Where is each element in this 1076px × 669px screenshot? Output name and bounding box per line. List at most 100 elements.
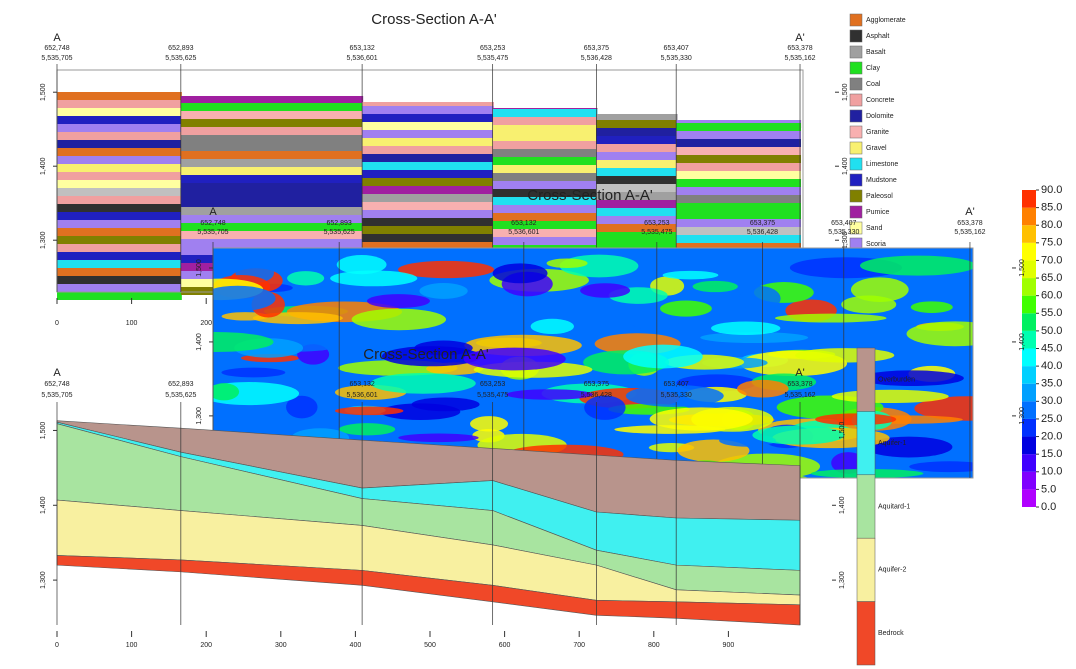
rock-band <box>57 276 182 284</box>
rock-band <box>596 232 678 240</box>
rock-band <box>362 194 494 202</box>
rock-band <box>676 243 802 251</box>
contour-blob <box>414 340 473 356</box>
x-tick-label: 0 <box>55 642 59 649</box>
x-tick-label: 100 <box>126 320 138 327</box>
panel-title: Cross-Section A-A' <box>363 346 489 363</box>
legend-label: Concrete <box>866 97 895 104</box>
rock-band <box>596 120 678 128</box>
contour-blob <box>221 367 286 378</box>
contour-blob <box>629 311 680 331</box>
contour-blob <box>492 263 548 284</box>
rock-band <box>676 211 802 219</box>
contour-blob <box>660 300 712 317</box>
rock-band <box>596 144 678 152</box>
well-easting: 653,407 <box>664 381 689 388</box>
legend-swatch <box>856 411 876 476</box>
well-northing: 5,535,330 <box>661 392 692 399</box>
well-easting: 652,893 <box>327 220 352 227</box>
contour-blob <box>865 436 953 458</box>
contour-blob <box>463 347 566 371</box>
contour-blob <box>370 373 476 394</box>
y-tick-label: 1,400 <box>40 157 47 175</box>
rock-band <box>676 187 802 195</box>
legend-swatch <box>856 537 876 602</box>
rock-band <box>362 114 494 122</box>
contour-blob <box>700 332 809 344</box>
rock-band <box>676 227 802 235</box>
well-name: A' <box>795 32 804 44</box>
y-tick-label: 1,400 <box>842 157 849 175</box>
rock-band <box>57 268 182 276</box>
legend-label: Pumice <box>866 209 889 216</box>
rock-band <box>492 117 598 125</box>
rock-band <box>492 205 598 213</box>
rock-band <box>57 132 182 140</box>
colorbar-label: 25.0 <box>1041 413 1062 425</box>
legend-swatch <box>849 29 863 43</box>
well-northing: 5,536,601 <box>347 392 378 399</box>
rock-band <box>362 202 494 210</box>
well-northing: 5,535,625 <box>165 392 196 399</box>
legend-swatch <box>849 125 863 139</box>
rock-band <box>492 221 598 229</box>
contour-blob <box>330 270 418 287</box>
x-tick-label: 900 <box>723 642 735 649</box>
colorbar-segment <box>1022 278 1036 296</box>
well-name: A' <box>795 367 804 379</box>
rock-band <box>492 109 598 117</box>
well-northing: 5,536,428 <box>747 229 778 236</box>
rock-band <box>492 141 598 149</box>
rock-band <box>676 147 802 155</box>
rock-band <box>57 156 182 164</box>
well-northing: 5,535,162 <box>784 55 815 62</box>
rock-band <box>596 184 678 192</box>
rock-band <box>676 179 802 187</box>
legend-label: Limestone <box>866 161 898 168</box>
contour-blob <box>909 461 973 473</box>
contour-blob <box>213 285 276 312</box>
legend-label: Clay <box>866 65 881 72</box>
contour-blob <box>351 308 447 331</box>
y-tick-label: 1,400 <box>1019 333 1026 351</box>
y-tick-label: 1,400 <box>196 333 203 351</box>
rock-band <box>492 189 598 197</box>
contour-blob <box>906 321 973 347</box>
contour-blob <box>815 413 897 426</box>
well-easting: 652,893 <box>168 381 193 388</box>
rock-band <box>180 223 364 231</box>
colorbar-segment <box>1022 366 1036 384</box>
legend-label: Aquifer-1 <box>878 440 907 447</box>
colorbar-label: 75.0 <box>1041 237 1062 249</box>
contour-blob <box>470 416 509 432</box>
rock-band <box>57 124 182 132</box>
y-tick-label: 1,300 <box>842 231 849 249</box>
colorbar-segment <box>1022 190 1036 208</box>
colorbar-label: 65.0 <box>1041 272 1062 284</box>
rock-band <box>676 139 802 147</box>
legend-label: Scoria <box>866 241 886 248</box>
rock-band <box>676 163 802 171</box>
rock-band <box>57 284 182 292</box>
well-northing: 5,535,475 <box>477 55 508 62</box>
contour-blob <box>411 397 480 412</box>
rock-band <box>492 197 598 205</box>
well-easting: 653,132 <box>349 381 374 388</box>
legend-label: Aquifer-2 <box>878 567 907 574</box>
rock-band <box>596 114 678 122</box>
rock-band <box>676 155 802 163</box>
rock-band <box>180 191 364 199</box>
contour-blob <box>692 280 738 293</box>
rock-band <box>676 171 802 179</box>
y-tick-label: 1,300 <box>40 571 47 589</box>
rock-band <box>492 181 598 189</box>
contour-blob <box>419 283 468 299</box>
legend-swatch <box>849 189 863 203</box>
rock-band <box>362 138 494 146</box>
legend-swatch <box>849 61 863 75</box>
rock-band <box>57 228 182 236</box>
well-easting: 653,378 <box>787 381 812 388</box>
rock-band <box>57 180 182 188</box>
contour-blob <box>795 348 895 363</box>
